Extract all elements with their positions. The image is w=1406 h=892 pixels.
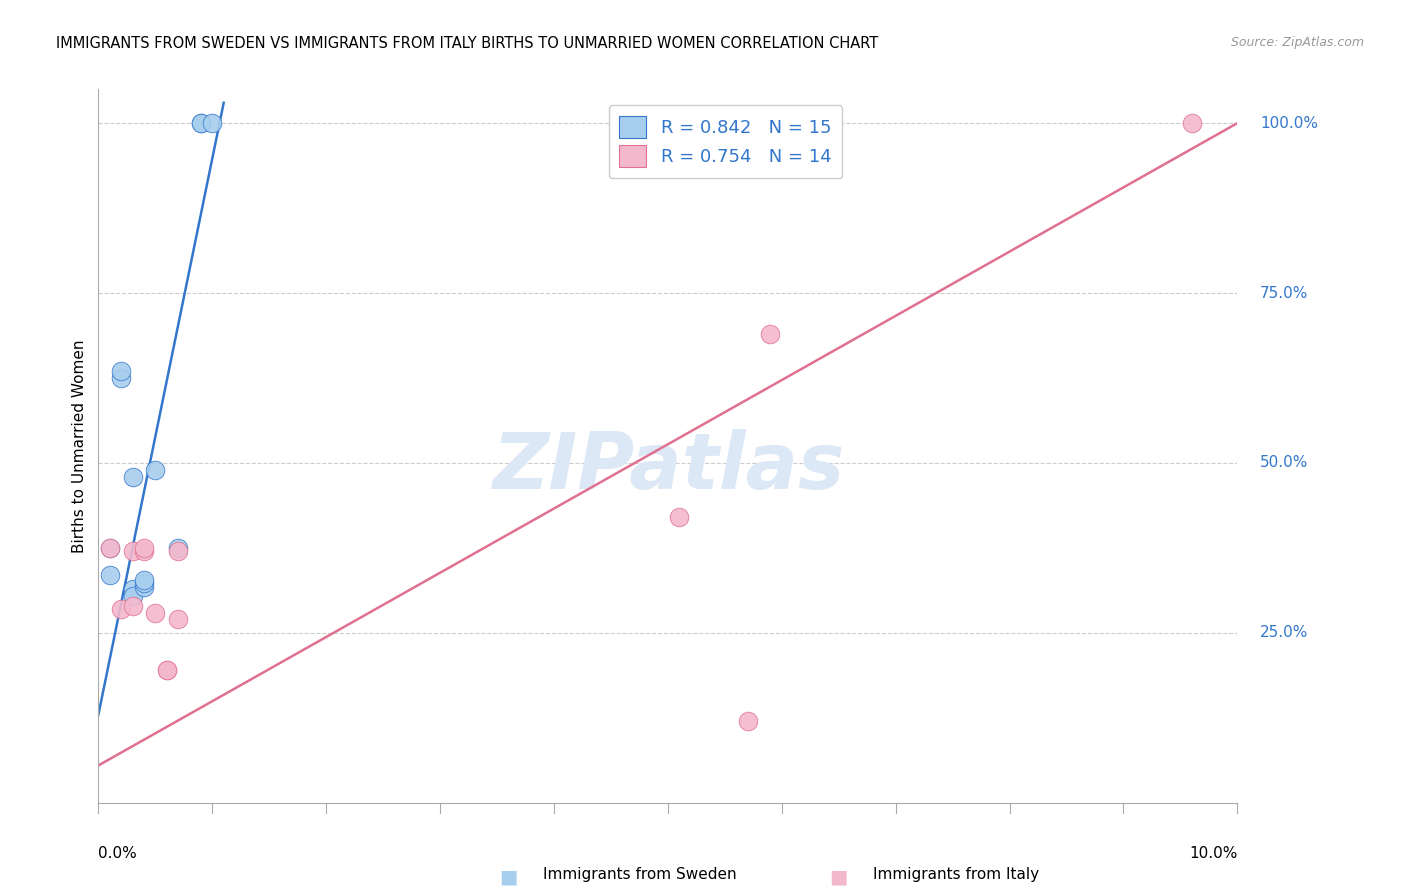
Text: 10.0%: 10.0% <box>1189 846 1237 861</box>
Text: Immigrants from Sweden: Immigrants from Sweden <box>543 867 737 882</box>
Text: 0.0%: 0.0% <box>98 846 138 861</box>
Point <box>201 116 224 130</box>
Point <box>98 568 121 582</box>
Point <box>167 541 190 555</box>
Text: Source: ZipAtlas.com: Source: ZipAtlas.com <box>1230 36 1364 49</box>
Point <box>167 612 190 626</box>
Point <box>132 573 155 587</box>
Point <box>1181 116 1204 130</box>
Point <box>737 714 759 729</box>
Text: IMMIGRANTS FROM SWEDEN VS IMMIGRANTS FROM ITALY BIRTHS TO UNMARRIED WOMEN CORREL: IMMIGRANTS FROM SWEDEN VS IMMIGRANTS FRO… <box>56 36 879 51</box>
Point <box>156 663 179 677</box>
Point <box>110 364 132 378</box>
Point <box>121 544 143 558</box>
Text: 100.0%: 100.0% <box>1260 116 1317 131</box>
Point <box>121 599 143 613</box>
Point <box>98 541 121 555</box>
Point <box>132 580 155 594</box>
Point <box>190 116 212 130</box>
Point <box>132 576 155 591</box>
Text: ■: ■ <box>499 867 517 886</box>
Text: 50.0%: 50.0% <box>1260 456 1309 470</box>
Point <box>110 602 132 616</box>
Point <box>145 463 167 477</box>
Point <box>668 510 690 524</box>
Point <box>759 326 782 341</box>
Point <box>190 116 212 130</box>
Text: 75.0%: 75.0% <box>1260 285 1309 301</box>
Text: ■: ■ <box>830 867 848 886</box>
Point <box>167 544 190 558</box>
Point <box>110 371 132 385</box>
Point <box>156 663 179 677</box>
Point <box>132 544 155 558</box>
Point <box>121 582 143 596</box>
Legend: R = 0.842   N = 15, R = 0.754   N = 14: R = 0.842 N = 15, R = 0.754 N = 14 <box>609 105 842 178</box>
Point <box>98 541 121 555</box>
Point <box>121 469 143 483</box>
Text: Immigrants from Italy: Immigrants from Italy <box>873 867 1039 882</box>
Point <box>121 589 143 603</box>
Text: ZIPatlas: ZIPatlas <box>492 429 844 506</box>
Point <box>132 541 155 555</box>
Point <box>145 606 167 620</box>
Text: 25.0%: 25.0% <box>1260 625 1309 640</box>
Y-axis label: Births to Unmarried Women: Births to Unmarried Women <box>72 339 87 553</box>
